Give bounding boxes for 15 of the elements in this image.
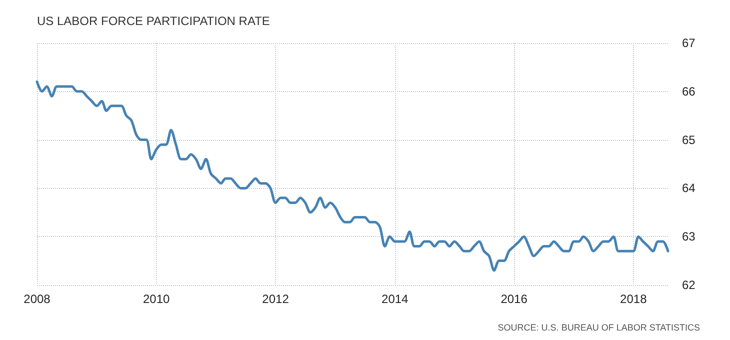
x-tick-label: 2008	[24, 292, 51, 306]
y-tick-label: 64	[682, 181, 696, 196]
x-tick-label: 2014	[382, 292, 409, 306]
x-tick-label: 2018	[620, 292, 648, 306]
x-tick-label: 2012	[262, 292, 290, 306]
y-tick-label: 66	[682, 84, 696, 98]
x-tick-label: 2010	[142, 292, 170, 306]
line-series	[36, 80, 670, 272]
chart-title: US LABOR FORCE PARTICIPATION RATE	[37, 14, 270, 28]
x-tick-label: 2016	[500, 292, 528, 306]
source-note: SOURCE: U.S. BUREAU OF LABOR STATISTICS	[498, 322, 700, 332]
y-tick-label: 65	[682, 132, 696, 147]
y-tick-label: 63	[682, 230, 696, 244]
y-tick-label: 67	[682, 36, 696, 50]
y-tick-label: 62	[682, 278, 696, 292]
